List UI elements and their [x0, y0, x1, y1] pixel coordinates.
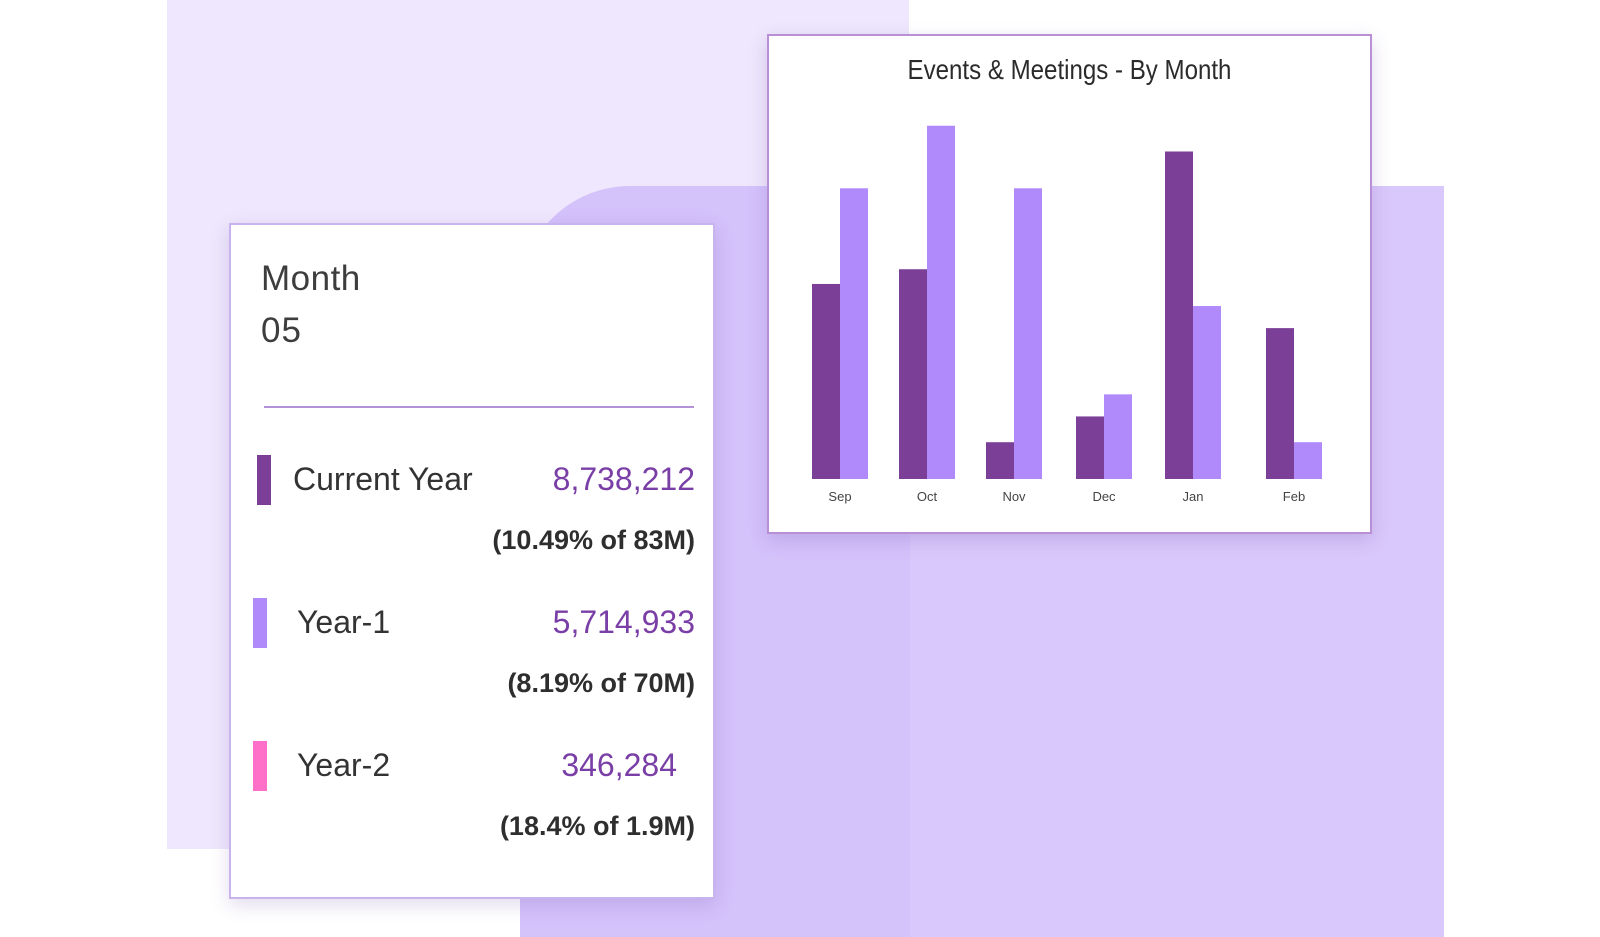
bar-chart: Sep Oct Nov Dec Jan Feb [812, 125, 1322, 504]
month-stats-card: Month 05 Current Year 8,738,212 (10.49% … [229, 223, 715, 899]
x-tick-label-oct: Oct [917, 489, 938, 504]
x-tick-label-nov: Nov [1002, 489, 1026, 504]
bar-sep-series-2 [840, 188, 868, 479]
year-2-swatch [253, 741, 267, 791]
current-year-value: 8,738,212 [552, 461, 695, 497]
current-year-swatch [257, 455, 271, 505]
x-tick-label-feb: Feb [1283, 489, 1305, 504]
year-1-percent: (8.19% of 70M) [507, 668, 695, 698]
bar-nov-series-1 [986, 442, 1014, 479]
x-tick-label-sep: Sep [828, 489, 851, 504]
card-divider [264, 406, 694, 408]
bar-nov-series-2 [1014, 188, 1042, 479]
current-year-label: Current Year [293, 461, 473, 497]
bar-sep-series-1 [812, 283, 840, 479]
bar-feb-series-1 [1266, 328, 1294, 479]
year-2-label: Year-2 [297, 747, 391, 783]
bar-jan-series-2 [1193, 306, 1221, 479]
bar-jan-series-1 [1165, 151, 1193, 479]
bar-dec-series-2 [1104, 394, 1132, 479]
x-tick-label-jan: Jan [1183, 489, 1204, 504]
current-year-percent: (10.49% of 83M) [492, 525, 695, 555]
month-label: Month [261, 259, 361, 298]
chart-title: Events & Meetings - By Month [907, 54, 1232, 85]
month-value: 05 [261, 311, 302, 350]
chart-card: Events & Meetings - By Month Sep Oct Nov De… [767, 34, 1372, 534]
year-1-label: Year-1 [297, 604, 391, 640]
year-1-value: 5,714,933 [552, 604, 695, 640]
bar-dec-series-1 [1076, 416, 1104, 479]
year-1-swatch [253, 598, 267, 648]
year-2-percent: (18.4% of 1.9M) [499, 811, 695, 841]
year-2-value: 346,284 [561, 747, 677, 783]
bar-oct-series-1 [899, 269, 927, 479]
x-tick-label-dec: Dec [1092, 489, 1116, 504]
bar-feb-series-2 [1294, 442, 1322, 479]
bar-oct-series-2 [927, 125, 955, 479]
